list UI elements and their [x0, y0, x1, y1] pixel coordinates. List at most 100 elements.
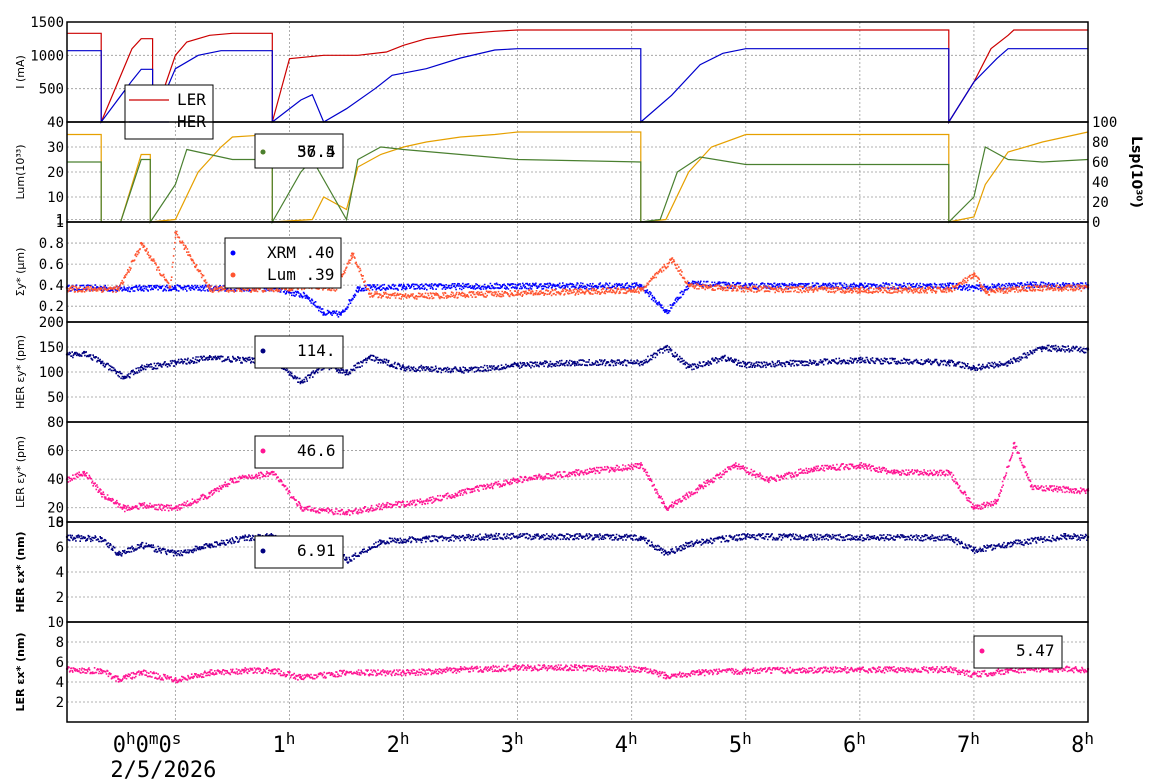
data-point [459, 368, 462, 371]
y-tick-label: 4 [56, 565, 64, 581]
data-point [339, 312, 342, 315]
panel-6: 2 4 6 8 HER εx* (nm) 6.91 [14, 515, 1090, 623]
y-axis-label: Σy* (µm) [14, 248, 27, 297]
data-point [801, 360, 805, 364]
data-point [1029, 282, 1033, 286]
data-point [858, 463, 862, 467]
y-axis-label: LER εy* (pm) [14, 436, 27, 508]
data-point [368, 355, 371, 359]
data-point [858, 288, 862, 291]
data-point [516, 477, 519, 481]
series-points [67, 441, 1089, 516]
legend-box [254, 535, 344, 569]
data-point [687, 283, 690, 287]
data-point [744, 287, 747, 290]
legend-box [124, 84, 214, 140]
series-points [67, 532, 1089, 564]
y-tick-label: 10 [47, 615, 64, 631]
data-point [972, 548, 976, 551]
data-point [858, 358, 862, 361]
y-axis-label: Lum(10³³) [14, 144, 27, 199]
y-tick-label: 1 [56, 213, 64, 229]
data-point [122, 506, 126, 509]
x-tick-label: 7h [957, 729, 980, 758]
legend-box [254, 435, 344, 469]
data-point [139, 365, 143, 369]
x-tick-label: 8h [1071, 729, 1094, 758]
data-point [174, 677, 177, 681]
data-point [100, 287, 103, 290]
data-point [100, 492, 103, 495]
y-axis-label: LER εx* (nm) [14, 633, 27, 712]
data-point [744, 363, 747, 366]
data-point [995, 499, 998, 502]
data-point [271, 470, 274, 474]
legend-label: 57.4 [297, 142, 336, 161]
data-point [698, 485, 702, 488]
legend-swatch [979, 648, 985, 654]
data-point [947, 360, 951, 364]
data-point [231, 477, 234, 481]
panel-3: 0.2 0.4 0.6 0.8 1 Σy* (µm) XRM .40 Lum .39 [14, 215, 1090, 323]
data-point [670, 257, 673, 261]
data-point [744, 534, 747, 537]
data-point [664, 345, 668, 349]
x-tick-label: 1h [273, 729, 296, 758]
data-point [972, 506, 976, 509]
data-point [639, 283, 643, 287]
data-point [402, 670, 405, 674]
data-point [687, 281, 690, 285]
data-point [368, 292, 371, 295]
data-point [947, 667, 951, 671]
legend-swatch [230, 250, 236, 256]
y-tick-label: 10 [47, 515, 64, 531]
data-point [639, 667, 643, 671]
data-point [1006, 668, 1010, 672]
y-tick-label: 40 [47, 115, 64, 131]
legend-swatch [260, 448, 266, 454]
y-tick-label: 1000 [30, 48, 64, 64]
data-point [1041, 345, 1044, 349]
x-axis: 0h0m0s 1h 2h 3h 4h 5h 6h 7h 8h 2/5/2026 [110, 729, 1094, 782]
y-tick-label: 8 [56, 515, 64, 531]
y-tick-label: 4 [56, 675, 64, 691]
data-point [947, 283, 951, 287]
data-point [767, 477, 770, 481]
data-point [100, 360, 103, 364]
series-line [67, 146, 1089, 225]
panel-4: 50 100 150 200 HER εy* (pm) 114. [14, 315, 1090, 423]
data-point [972, 273, 976, 276]
legend-label: LER [177, 90, 206, 109]
data-point [299, 675, 303, 679]
data-point [1063, 534, 1067, 537]
panel-frame [66, 21, 1089, 123]
data-point [947, 288, 951, 291]
y-tick-label: 200 [39, 315, 64, 331]
legend-swatch [260, 149, 266, 155]
data-point [122, 375, 126, 379]
data-point [402, 365, 405, 369]
y-right-tick-label: 100 [1092, 115, 1117, 131]
y-tick-label: 0.4 [39, 278, 64, 294]
data-point [493, 534, 496, 537]
y-right-axis-label: Lsp(10³⁰) [1128, 136, 1144, 208]
y-tick-label: 20 [47, 501, 64, 517]
data-point [744, 668, 747, 672]
y-tick-label: 20 [47, 165, 64, 181]
data-point [322, 311, 325, 314]
data-point [664, 506, 668, 509]
data-point [639, 463, 643, 467]
data-point [174, 552, 177, 555]
data-point [470, 487, 474, 491]
y-tick-label: 150 [39, 340, 64, 356]
series-points [67, 664, 1089, 684]
data-point [350, 252, 354, 255]
data-point [1029, 286, 1033, 289]
data-point [100, 537, 103, 540]
data-point [174, 231, 177, 234]
data-point [139, 286, 143, 289]
data-point [639, 360, 643, 364]
series-points [67, 344, 1089, 385]
data-point [425, 537, 428, 540]
y-right-tick-label: 20 [1092, 195, 1109, 211]
